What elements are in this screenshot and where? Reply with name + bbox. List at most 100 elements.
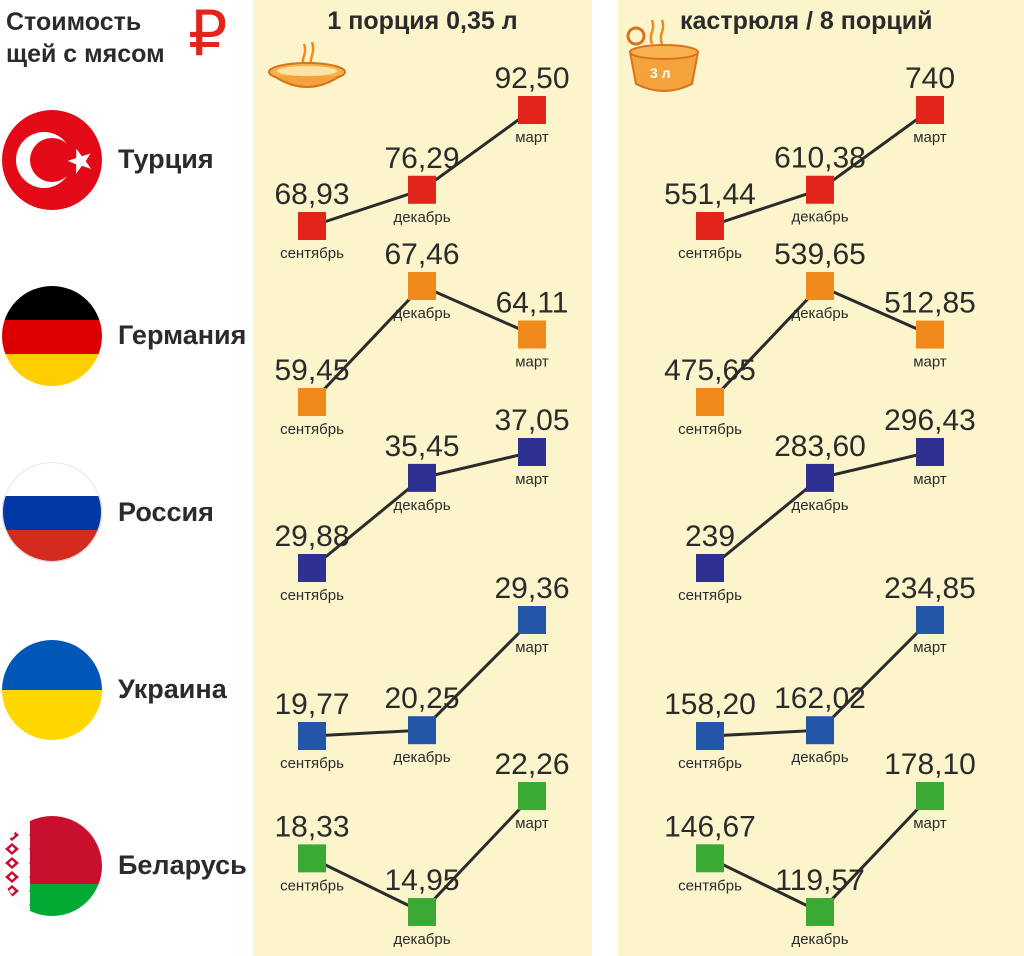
month-label-march: март [515, 639, 549, 656]
month-label-december: декабрь [393, 749, 450, 766]
data-point-december [408, 463, 436, 492]
page-title: Стоимость щей с мясом [6, 6, 196, 70]
ukraine-flag-icon [2, 640, 102, 740]
data-point-march [916, 782, 944, 810]
data-label-march: 92,50 [494, 62, 569, 95]
turkey-flag-icon [2, 110, 102, 210]
data-label-september: 68,93 [274, 178, 349, 211]
month-label-december: декабрь [393, 931, 450, 948]
data-label-march: 512,85 [884, 287, 976, 320]
data-point-september [696, 388, 724, 416]
russia-flag-icon [2, 462, 102, 562]
data-point-december [806, 463, 834, 492]
month-label-march: март [913, 129, 947, 146]
data-label-march: 296,43 [884, 404, 976, 437]
title-line-2: щей с мясом [6, 40, 165, 68]
data-label-december: 539,65 [774, 238, 866, 271]
data-point-march [518, 782, 546, 810]
data-label-december: 76,29 [384, 142, 459, 175]
month-label-march: март [913, 471, 947, 488]
data-point-december [408, 716, 436, 745]
data-point-december [806, 175, 834, 204]
month-label-march: март [913, 815, 947, 832]
month-label-september: сентябрь [678, 421, 742, 438]
data-point-september [298, 844, 326, 873]
series-belarus-panel-1: 18,33 сентябрь 14,95 декабрь 22,26 март [274, 748, 569, 948]
month-label-march: март [515, 354, 549, 371]
data-label-december: 67,46 [384, 238, 459, 271]
month-label-december: декабрь [393, 209, 450, 226]
data-label-september: 475,65 [664, 354, 756, 387]
data-label-september: 19,77 [274, 688, 349, 721]
data-point-march [916, 606, 944, 634]
month-label-march: март [913, 354, 947, 371]
data-point-september [696, 722, 724, 750]
data-label-september: 239 [685, 520, 735, 553]
data-label-march: 37,05 [494, 404, 569, 437]
title-line-1: Стоимость [6, 8, 142, 36]
panel-header-portion: 1 порция 0,35 л [327, 7, 518, 35]
series-russia-panel-1: 29,88 сентябрь 35,45 декабрь 37,05 март [274, 404, 569, 604]
month-label-march: март [515, 471, 549, 488]
month-label-december: декабрь [791, 497, 848, 514]
data-label-december: 283,60 [774, 430, 866, 463]
month-label-december: декабрь [393, 497, 450, 514]
data-point-december [408, 898, 436, 926]
data-point-december [806, 716, 834, 745]
data-point-september [298, 722, 326, 750]
ruble-icon: ₽ [188, 0, 228, 69]
panel-header-pot: кастрюля / 8 порций [680, 7, 933, 35]
germany-flag-icon [2, 286, 102, 386]
series-turkey-panel-1: 68,93 сентябрь 76,29 декабрь 92,50 март [274, 62, 569, 262]
data-label-september: 146,67 [664, 810, 756, 843]
data-label-september: 551,44 [664, 178, 756, 211]
data-label-september: 29,88 [274, 520, 349, 553]
month-label-december: декабрь [791, 209, 848, 226]
month-label-december: декабрь [791, 749, 848, 766]
series-russia-panel-2: 239 сентябрь 283,60 декабрь 296,43 март [678, 404, 976, 604]
country-label-turkey: Турция [118, 144, 214, 174]
data-label-march: 22,26 [494, 748, 569, 781]
data-point-march [518, 606, 546, 634]
data-label-december: 20,25 [384, 682, 459, 715]
belarus-flag-icon [2, 816, 102, 916]
month-label-september: сентябрь [280, 245, 344, 262]
pot-volume-label: 3 л [650, 65, 671, 81]
series-ukraine-panel-1: 19,77 сентябрь 20,25 декабрь 29,36 март [274, 572, 569, 772]
pot-icon: 3 л [626, 19, 700, 92]
data-point-december [806, 272, 834, 300]
month-label-march: март [515, 129, 549, 146]
month-label-september: сентябрь [280, 421, 344, 438]
month-label-september: сентябрь [678, 755, 742, 772]
series-germany-panel-2: 475,65 сентябрь 539,65 декабрь 512,85 март [664, 238, 976, 438]
data-point-september [696, 554, 724, 582]
data-point-september [298, 388, 326, 416]
data-point-september [298, 554, 326, 582]
data-label-march: 740 [905, 62, 955, 95]
series-ukraine-panel-2: 158,20 сентябрь 162,02 декабрь 234,85 март [664, 572, 976, 772]
data-point-march [916, 320, 944, 349]
month-label-march: март [913, 639, 947, 656]
data-label-december: 14,95 [384, 864, 459, 897]
month-label-december: декабрь [393, 305, 450, 322]
country-label-ukraine: Украина [118, 674, 227, 704]
month-label-september: сентябрь [280, 755, 344, 772]
data-point-march [518, 438, 546, 466]
data-label-march: 178,10 [884, 748, 976, 781]
month-label-december: декабрь [791, 931, 848, 948]
month-label-september: сентябрь [678, 245, 742, 262]
data-label-september: 18,33 [274, 810, 349, 843]
month-label-december: декабрь [791, 305, 848, 322]
series-belarus-panel-2: 146,67 сентябрь 119,57 декабрь 178,10 март [664, 748, 976, 948]
data-label-december: 35,45 [384, 430, 459, 463]
country-label-belarus: Беларусь [118, 850, 247, 880]
month-label-september: сентябрь [280, 587, 344, 604]
data-point-december [806, 898, 834, 926]
data-label-march: 234,85 [884, 572, 976, 605]
month-label-september: сентябрь [280, 877, 344, 894]
data-point-march [518, 96, 546, 124]
data-label-march: 29,36 [494, 572, 569, 605]
data-label-september: 59,45 [274, 354, 349, 387]
data-label-september: 158,20 [664, 688, 756, 721]
